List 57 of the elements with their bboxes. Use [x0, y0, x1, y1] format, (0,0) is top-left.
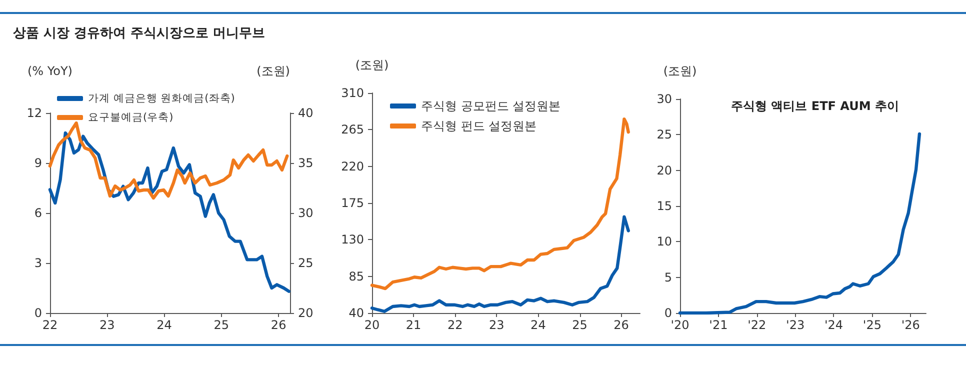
legend-label: 가계 예금은행 원화예금(좌축)	[88, 92, 235, 104]
line-series	[48, 131, 290, 293]
y-tick-label: 310	[341, 86, 364, 100]
legend-label: 주식형 공모펀드 설정원본	[421, 99, 561, 113]
line-series	[370, 215, 630, 313]
x-tick-label: '22	[748, 318, 766, 332]
legend-label: 주식형 펀드 설정원본	[421, 119, 537, 133]
x-tick-label: 23	[489, 318, 504, 332]
x-tick-label: 25	[572, 318, 588, 332]
y-tick-label: 12	[26, 106, 42, 120]
y-tick-label: 85	[348, 269, 364, 284]
y-tick-label: 6	[34, 206, 42, 220]
y-tick-label: 130	[341, 232, 364, 247]
x-tick-label: 22	[42, 318, 58, 332]
y-tick-label: 25	[656, 128, 672, 142]
x-tick-label: '24	[824, 318, 844, 332]
x-tick-label: '25	[862, 318, 882, 332]
x-tick-label: 25	[214, 318, 230, 332]
x-tick-label: '23	[786, 318, 805, 332]
y-tick-label: 10	[656, 234, 672, 249]
y-axis-title: (조원)	[663, 64, 697, 78]
x-tick-label: '21	[709, 318, 728, 332]
y2-tick-label: 30	[298, 206, 314, 220]
y-axis-title: (% YoY)	[28, 64, 72, 78]
y2-tick-label: 40	[298, 106, 314, 120]
y-tick-label: 0	[664, 306, 672, 320]
y-tick-label: 20	[656, 163, 672, 178]
y-tick-label: 0	[34, 306, 42, 320]
line-series	[370, 117, 630, 290]
y-tick-label: 265	[341, 122, 364, 137]
x-tick-label: 20	[364, 318, 380, 332]
x-tick-label: '20	[670, 318, 690, 332]
x-tick-label: 22	[447, 318, 463, 332]
y2-tick-label: 20	[298, 306, 314, 320]
x-tick-label: 24	[530, 318, 546, 332]
legend-label: 요구불예금(우축)	[88, 112, 174, 124]
x-tick-label: 26	[614, 318, 629, 332]
y2-tick-label: 35	[298, 156, 314, 170]
y-tick-label: 220	[341, 159, 364, 174]
chart-title: 주식형 액티브 ETF AUM 추이	[731, 99, 899, 113]
x-tick-label: '26	[901, 318, 920, 332]
x-tick-label: 24	[156, 318, 172, 332]
x-tick-label: 23	[100, 318, 115, 332]
y-tick-label: 40	[348, 306, 364, 320]
y2-axis-title: (조원)	[256, 64, 290, 78]
y-tick-label: 30	[656, 92, 672, 106]
y-tick-label: 3	[34, 256, 42, 270]
x-tick-label: 21	[406, 318, 422, 332]
line-series	[678, 132, 922, 315]
x-tick-label: 26	[270, 318, 286, 332]
y2-tick-label: 25	[298, 256, 314, 270]
chart-title: 상품 시장 경유하여 주식시장으로 머니무브	[13, 26, 266, 41]
y-tick-label: 15	[656, 199, 672, 213]
y-tick-label: 175	[341, 196, 364, 210]
y-tick-label: 9	[34, 156, 42, 170]
y-axis-title: (조원)	[355, 58, 389, 72]
y-tick-label: 5	[664, 270, 672, 284]
